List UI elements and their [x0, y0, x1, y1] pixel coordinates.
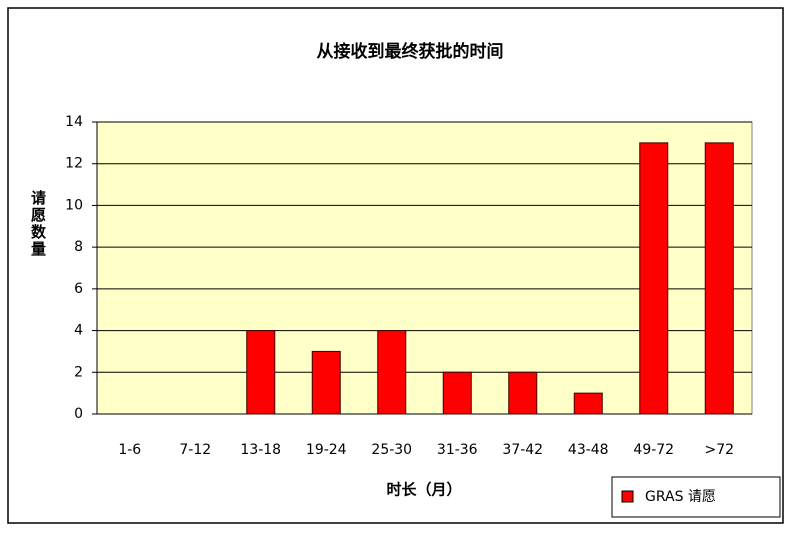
- x-tick-label: 19-24: [306, 442, 347, 458]
- y-tick-label: 8: [74, 239, 83, 255]
- x-tick-label: 25-30: [371, 442, 412, 458]
- y-tick-label: 10: [65, 197, 83, 213]
- y-axis-label: 请愿数量: [29, 190, 47, 258]
- bar: [377, 330, 407, 415]
- chart-title: 从接收到最终获批的时间: [317, 41, 504, 62]
- x-tick-label: 31-36: [437, 442, 478, 458]
- bar: [704, 142, 734, 415]
- x-tick-label: 7-12: [179, 442, 211, 458]
- x-tick-label: 13-18: [240, 442, 281, 458]
- y-tick-label: 4: [74, 323, 83, 339]
- bar: [639, 142, 669, 415]
- legend-label: GRAS 请愿: [645, 489, 716, 505]
- x-tick-label: 1-6: [118, 442, 141, 458]
- bar: [573, 392, 603, 415]
- legend-box: [611, 476, 781, 518]
- bar: [246, 330, 276, 415]
- x-tick-label: 43-48: [568, 442, 609, 458]
- bar: [442, 371, 472, 415]
- x-tick-label: 49-72: [633, 442, 674, 458]
- y-tick-label: 12: [65, 156, 83, 172]
- y-tick-label: 0: [74, 406, 83, 422]
- bar: [311, 350, 341, 415]
- x-tick-label: 37-42: [502, 442, 543, 458]
- bar: [508, 371, 538, 415]
- x-tick-label: >72: [704, 442, 734, 458]
- y-tick-label: 6: [74, 281, 83, 297]
- x-axis-label: 时长（月）: [386, 481, 461, 499]
- legend-swatch: [621, 490, 634, 503]
- y-tick-label: 14: [65, 114, 83, 130]
- y-tick-label: 2: [74, 364, 83, 380]
